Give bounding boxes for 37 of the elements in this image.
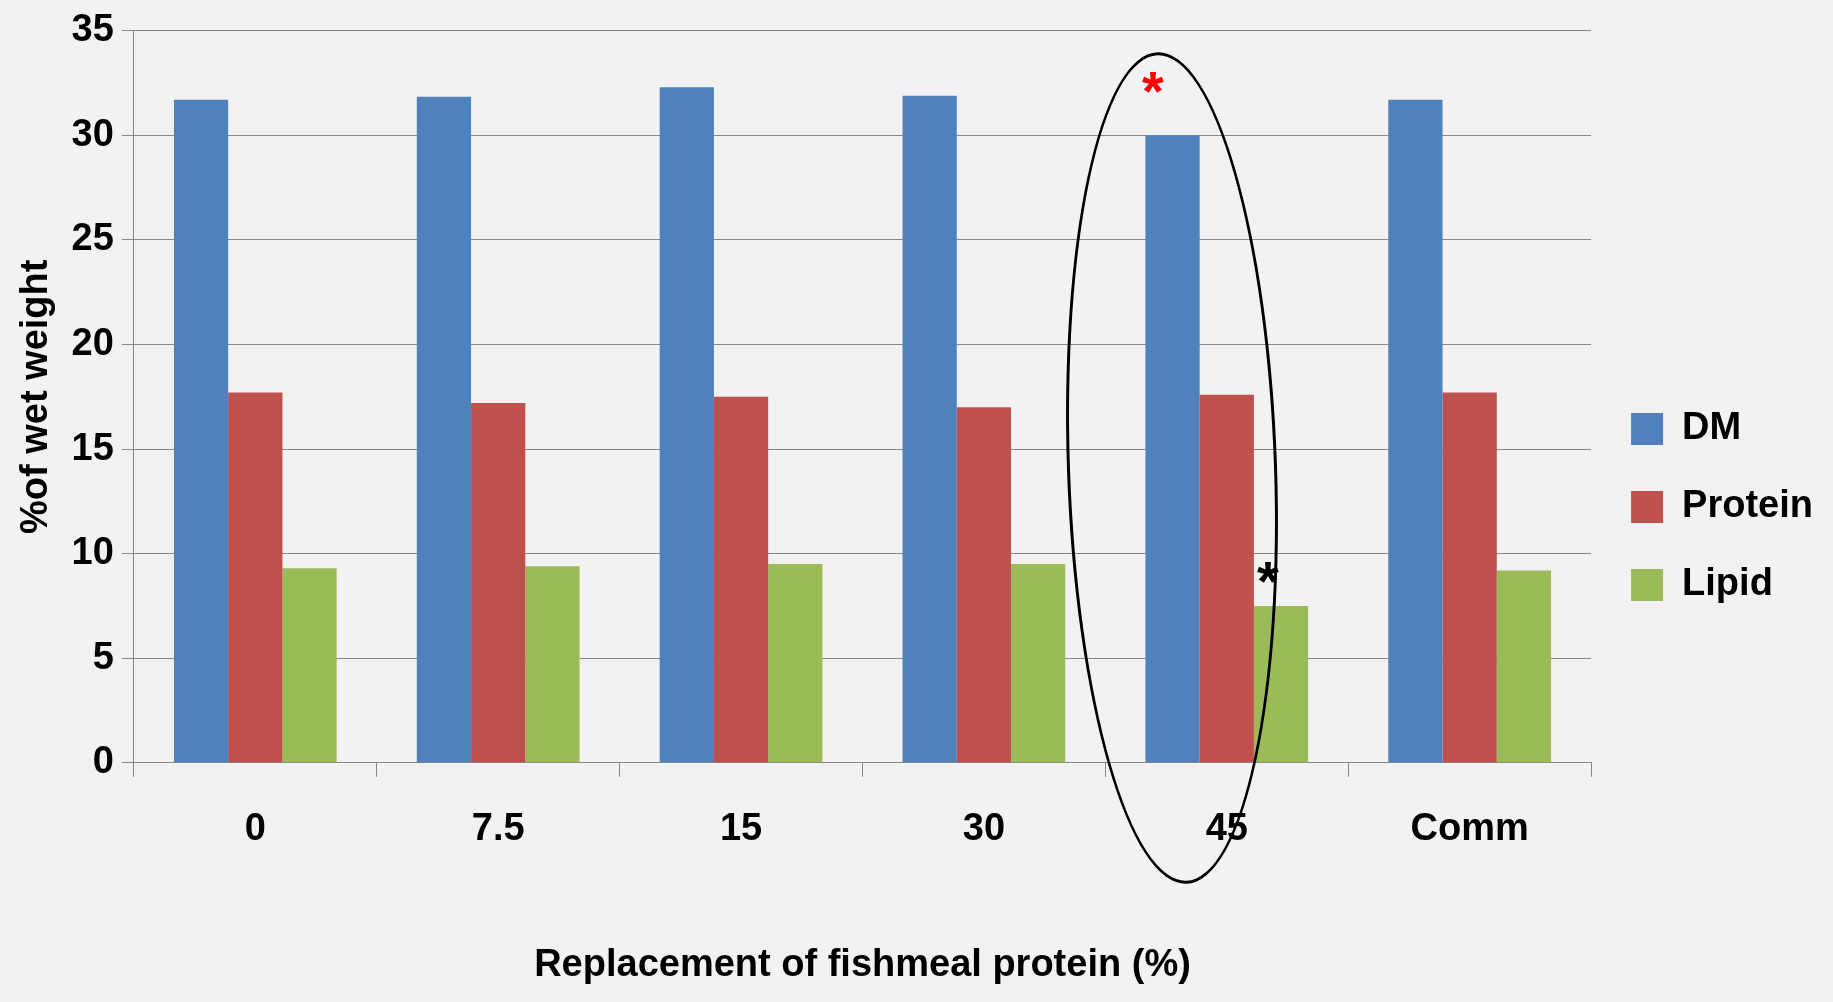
annotation: * <box>1142 59 1165 123</box>
bar <box>173 99 229 763</box>
bar <box>471 403 526 763</box>
bar <box>1442 392 1497 763</box>
bar <box>956 407 1012 763</box>
y-axis-title: %of wet weight <box>13 259 56 535</box>
bar <box>713 396 769 763</box>
x-tick-label: 30 <box>962 806 1006 849</box>
x-tick-label: 15 <box>719 806 763 849</box>
bar <box>902 95 957 763</box>
x-tick-label: Comm <box>1410 806 1529 849</box>
bar <box>1011 564 1066 763</box>
bar <box>659 87 714 763</box>
y-tick-label: 25 <box>71 216 114 259</box>
bar <box>1199 394 1254 763</box>
bar <box>1496 570 1552 763</box>
legend-label: Protein <box>1682 483 1813 526</box>
bar <box>416 96 472 763</box>
bar <box>282 568 337 763</box>
y-tick-label: 15 <box>71 425 114 468</box>
bar <box>1388 99 1443 763</box>
bar <box>1145 135 1200 763</box>
x-tick-label: 0 <box>244 806 266 849</box>
bar <box>768 564 823 763</box>
bar <box>228 392 283 763</box>
y-tick-label: 35 <box>71 7 114 50</box>
y-tick-label: 5 <box>92 634 114 677</box>
x-tick-label: 7.5 <box>471 806 525 849</box>
legend-label: Lipid <box>1682 561 1773 604</box>
x-axis-title: Replacement of fishmeal protein (%) <box>534 941 1191 984</box>
bar <box>525 566 580 763</box>
y-tick-label: 10 <box>71 530 114 573</box>
y-tick-label: 20 <box>71 321 114 363</box>
y-tick-label: 30 <box>71 111 114 154</box>
legend-label: DM <box>1682 405 1742 448</box>
y-tick-label: 0 <box>92 739 114 782</box>
bar <box>1253 605 1309 763</box>
